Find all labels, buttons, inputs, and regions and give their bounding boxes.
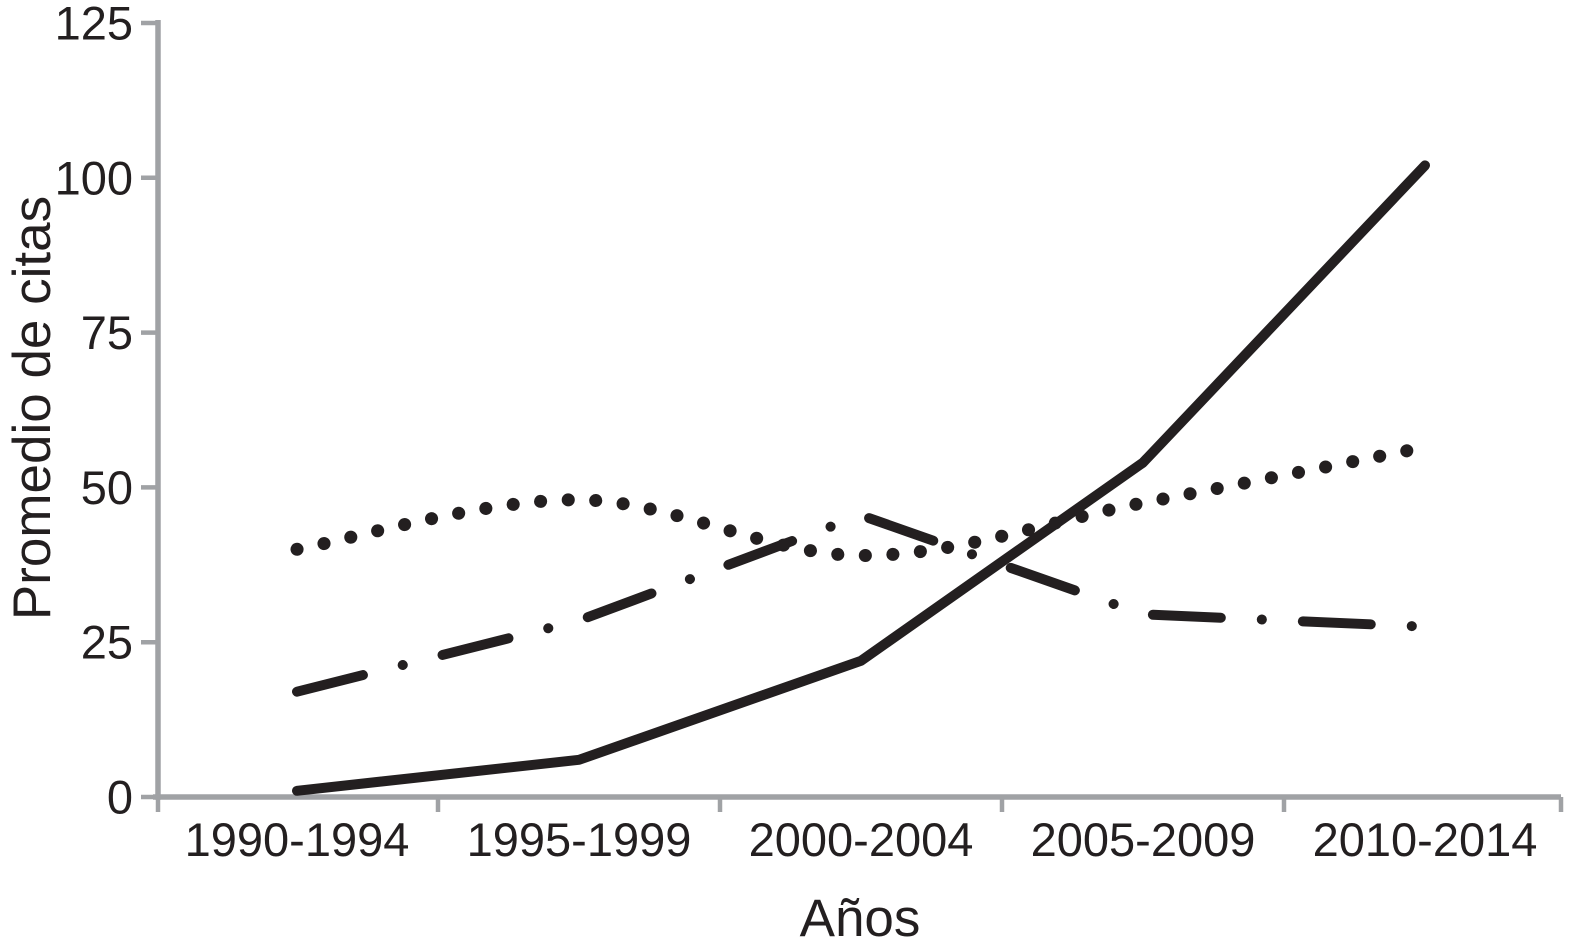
series-line-solid (292, 160, 1430, 796)
x-tick-label: 1995-1999 (467, 813, 692, 866)
x-axis-title: Años (800, 889, 921, 948)
y-tick-label: 125 (55, 0, 133, 50)
y-axis-title: Promedio de citas (3, 196, 62, 620)
y-tick-label: 25 (81, 616, 133, 669)
x-tick-label: 2005-2009 (1031, 813, 1256, 866)
axes (141, 20, 1564, 812)
y-tick-label: 0 (107, 771, 133, 824)
data-series (290, 160, 1432, 796)
x-tick-labels: 1990-1994 1995-1999 2000-2004 2005-2009 2010… (185, 813, 1538, 866)
series-line-dotted (290, 440, 1432, 563)
x-tick-label: 2000-2004 (749, 813, 974, 866)
y-tick-labels: 0 25 50 75 100 125 (55, 0, 133, 824)
x-tick-label: 2010-2014 (1313, 813, 1538, 866)
y-tick-label: 50 (81, 461, 133, 514)
y-tick-label: 100 (55, 151, 133, 204)
x-tick-label: 1990-1994 (185, 813, 410, 866)
series-line-dash-dot (292, 510, 1430, 697)
y-tick-label: 75 (81, 306, 133, 359)
